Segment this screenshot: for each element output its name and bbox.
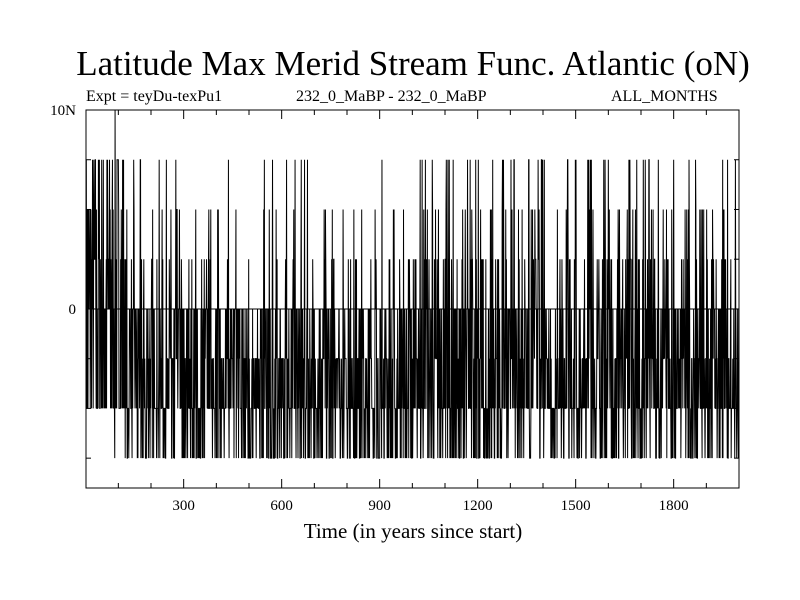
y-tick-label: 0	[69, 302, 77, 318]
x-tick-label: 1800	[659, 498, 689, 514]
x-axis-label: Time (in years since start)	[303, 519, 523, 543]
period-label: 232_0_MaBP - 232_0_MaBP	[296, 88, 487, 105]
experiment-label: Expt = teyDu-texPu1	[86, 88, 223, 105]
x-tick-label: 600	[270, 498, 293, 514]
chart-title: Latitude Max Merid Stream Func. Atlantic…	[76, 44, 750, 83]
x-tick-label: 300	[172, 498, 195, 514]
x-tick-label: 1200	[463, 498, 493, 514]
series-line	[85, 109, 740, 459]
months-label: ALL_MONTHS	[611, 88, 718, 105]
plot-frame	[85, 109, 740, 489]
y-tick-label: 10N	[50, 103, 76, 119]
x-tick-label: 900	[368, 498, 391, 514]
x-tick-label: 1500	[561, 498, 591, 514]
